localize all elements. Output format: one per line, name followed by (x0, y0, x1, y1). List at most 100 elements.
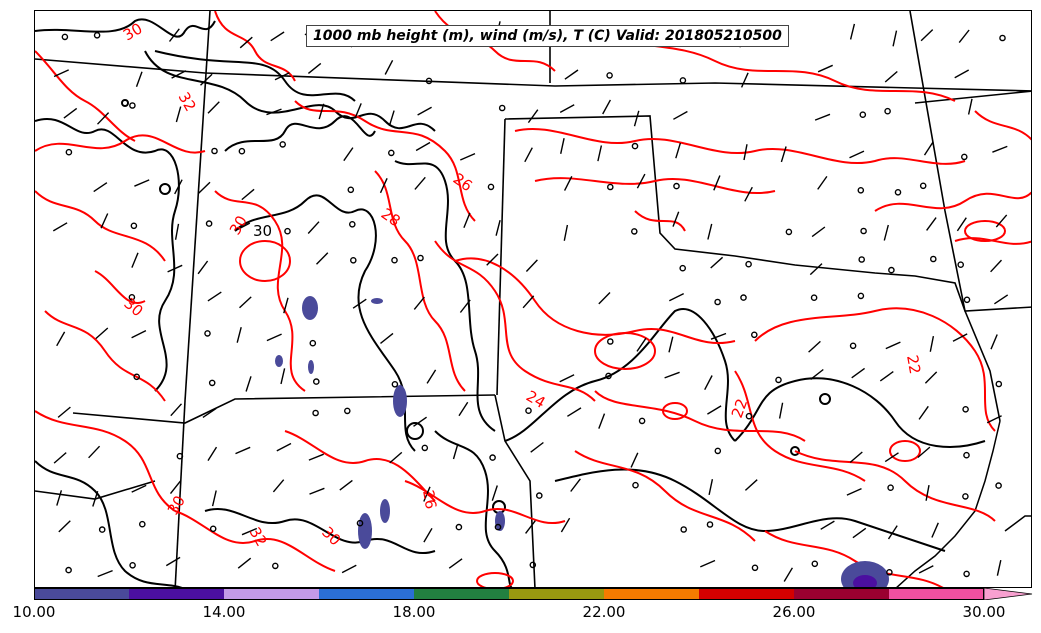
calm-marker (810, 294, 818, 302)
calm-marker (139, 520, 146, 528)
wind-barb (239, 296, 252, 309)
calm-marker (849, 342, 857, 350)
wind-barb (995, 214, 1008, 228)
calm-marker (631, 142, 639, 150)
calm-marker (129, 562, 136, 569)
wind-barb (207, 291, 222, 302)
calm-marker (963, 570, 970, 578)
wind-barb (700, 559, 716, 568)
contour-label-t9: 22 (903, 354, 924, 376)
wind-barb (58, 520, 71, 533)
wind-barb (211, 490, 217, 507)
contour-label-t3: 26 (450, 170, 476, 196)
calm-marker (673, 182, 680, 190)
wind-barb (486, 253, 499, 266)
wind-barb (170, 403, 183, 417)
calm-marker (751, 564, 759, 572)
wind-barb (808, 340, 821, 353)
wind-barb (379, 178, 388, 194)
wind-barb (563, 224, 569, 241)
wind-barb (413, 416, 427, 427)
wind-barb (423, 486, 431, 502)
wind-barb (235, 446, 251, 455)
height-contour-labels: 30 (253, 222, 272, 240)
wind-barb (202, 407, 217, 418)
wind-barb (241, 527, 258, 536)
wind-barb (525, 520, 536, 534)
wind-barb (846, 487, 862, 496)
calm-marker (211, 147, 218, 155)
calm-marker (775, 376, 782, 384)
wind-barb (710, 332, 727, 340)
colorbar (34, 588, 1033, 600)
calm-marker (61, 33, 69, 41)
wind-barb (52, 222, 68, 232)
calm-marker (417, 254, 424, 262)
calm-marker (130, 222, 138, 230)
wind-barb (675, 142, 682, 159)
wind-barb (272, 479, 285, 493)
map-canvas: 30 32 26 28 30 30 24 22 22 30 32 30 26 3… (35, 11, 1031, 587)
calm-marker (714, 447, 722, 455)
wind-barb (967, 98, 973, 115)
calm-marker (98, 526, 106, 533)
wind-barb (56, 490, 63, 506)
calm-marker (631, 228, 638, 235)
calm-marker (498, 104, 506, 112)
wind-barb (710, 256, 724, 269)
wind-barb (992, 145, 1008, 153)
wind-barb (713, 175, 721, 191)
wind-barb (559, 374, 575, 383)
wind-barb (783, 567, 794, 582)
wind-barb (954, 69, 970, 79)
colorbar-segment (794, 588, 889, 600)
calm-marker (343, 407, 351, 415)
wind-barb (956, 217, 967, 232)
calm-marker (751, 331, 758, 339)
wind-barb (307, 221, 320, 234)
calm-marker (888, 266, 895, 274)
wind-barb (495, 220, 501, 236)
contour-label-t13: 26 (419, 489, 440, 511)
calm-marker (884, 107, 891, 115)
calm-marker (348, 220, 356, 228)
wind-barb (892, 30, 898, 47)
wind-barb (56, 331, 66, 347)
wind-barb (276, 442, 292, 452)
wind-barb (93, 182, 108, 193)
wind-barb (57, 406, 71, 418)
wind-barb (266, 108, 282, 116)
wind-barb (343, 147, 354, 162)
wind-barb (560, 138, 565, 154)
wind-barb (849, 451, 863, 463)
wind-barb (459, 299, 471, 313)
wind-barb (522, 295, 535, 309)
wind-barb (814, 113, 831, 121)
wind-barb (707, 405, 722, 415)
wind-barb (743, 144, 748, 161)
wind-barb (810, 368, 824, 380)
wind-barb (672, 211, 680, 227)
wind-barb (53, 69, 69, 78)
wind-barb (100, 213, 109, 229)
wind-barb (388, 110, 395, 127)
wind-barb (567, 407, 582, 417)
calm-marker (745, 412, 753, 420)
wind-barb (174, 223, 180, 240)
calm-marker (133, 373, 140, 381)
wind-barb (380, 332, 394, 344)
wind-barb (463, 212, 471, 229)
calm-marker (858, 256, 866, 263)
wind-barb (245, 376, 252, 392)
wind-barb (131, 329, 147, 339)
wind-barb (241, 188, 255, 201)
contour-label-t2: 32 (175, 89, 200, 115)
calm-marker (349, 256, 357, 264)
wind-barb (135, 71, 143, 87)
wind-barb (171, 70, 187, 79)
wind-barb (200, 73, 213, 86)
wind-barb (460, 152, 476, 161)
calm-marker (65, 566, 72, 574)
wind-barb (207, 101, 220, 114)
calm-marker (279, 141, 286, 148)
